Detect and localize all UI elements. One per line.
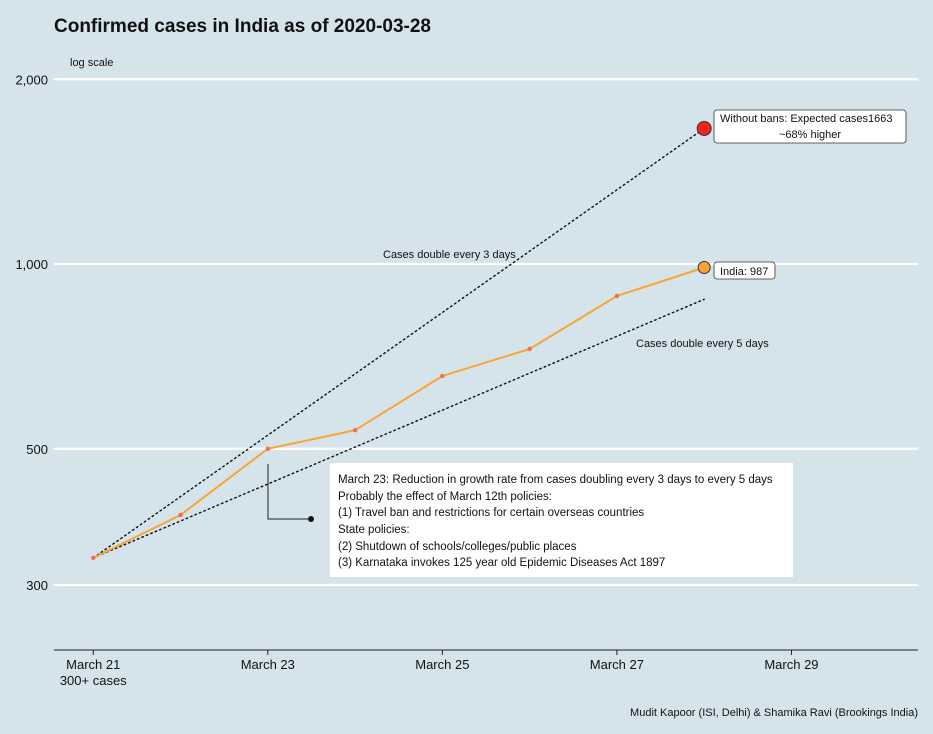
data-point [352, 428, 358, 433]
callout-without-bans: Without bans: Expected cases1663 ~68% hi… [713, 109, 907, 144]
data-point [440, 373, 445, 379]
data-point [178, 512, 183, 518]
annotation-line: (2) Shutdown of schools/colleges/public … [338, 541, 577, 553]
callout-box [713, 109, 907, 144]
reference-line [92, 298, 705, 559]
data-point [614, 293, 620, 299]
annotation-line: (1) Travel ban and restrictions for cert… [338, 507, 644, 519]
grid-lines [54, 78, 918, 587]
x-tick-label: March 23 [241, 657, 295, 672]
callout-point [697, 261, 711, 275]
y-tick-label: 300 [26, 578, 48, 593]
x-tick-label: March 29 [764, 657, 818, 672]
annotation-line: (3) Karnataka invokes 125 year old Epide… [338, 557, 665, 569]
x-tick-label: 300+ cases [60, 673, 127, 688]
y-tick-label: 1,000 [15, 257, 48, 272]
callout-points [696, 120, 712, 275]
reference-label-double-5-days: Cases double every 5 days [636, 338, 769, 350]
annotation-connector-dot [308, 516, 314, 522]
callout-label: India: 987 [720, 266, 768, 278]
chart-caption: Mudit Kapoor (ISI, Delhi) & Shamika Ravi… [630, 707, 918, 719]
callout-label: Without bans: Expected cases1663 [720, 113, 892, 125]
annotation-line: March 23: Reduction in growth rate from … [338, 474, 773, 486]
annotation-box: March 23: Reduction in growth rate from … [330, 463, 793, 577]
y-tick-label: 2,000 [15, 72, 48, 87]
callout-point [696, 120, 712, 136]
annotation-line: State policies: [338, 524, 410, 536]
y-tick-label: 500 [26, 442, 48, 457]
y-axis: 300 500 1,000 2,000 [15, 72, 48, 593]
chart-title: Confirmed cases in India as of 2020-03-2… [54, 16, 431, 37]
x-tick-label: March 27 [590, 657, 644, 672]
reference-lines [92, 127, 705, 559]
reference-label-double-3-days: Cases double every 3 days [383, 249, 516, 261]
annotation-line: Probably the effect of March 12th polici… [338, 491, 552, 503]
callout-sublabel: ~68% higher [779, 129, 841, 141]
callout-box [713, 261, 776, 280]
x-tick-label: March 25 [415, 657, 469, 672]
callout-india: India: 987 [713, 261, 776, 280]
x-tick-label: March 21 [66, 657, 120, 672]
data-point [91, 555, 96, 561]
data-point [527, 346, 532, 352]
data-point [265, 446, 271, 451]
y-scale-note: log scale [70, 57, 113, 69]
series-line [92, 266, 705, 559]
annotation-connector [267, 464, 311, 520]
annotation-background [330, 463, 793, 577]
reference-line [92, 127, 705, 559]
